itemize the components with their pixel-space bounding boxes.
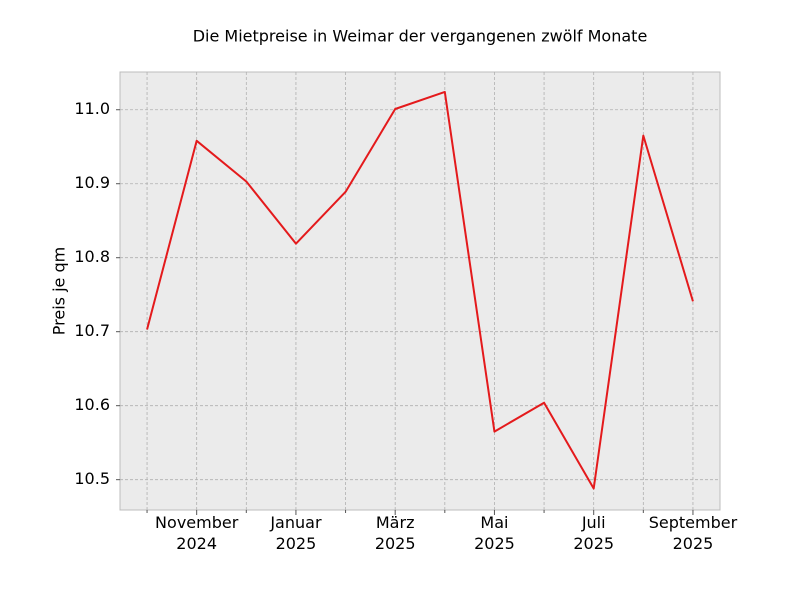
x-tick-label: November 2024 xyxy=(155,513,239,553)
x-tick-label: Mai 2025 xyxy=(474,513,515,553)
chart-title: Die Mietpreise in Weimar der vergangenen… xyxy=(193,27,648,46)
y-axis-label: Preis je qm xyxy=(50,247,69,335)
x-tick-label: Januar 2025 xyxy=(270,513,322,553)
x-tick-label: März 2025 xyxy=(374,513,416,553)
y-tick-label: 10.5 xyxy=(74,469,110,488)
plot-area xyxy=(119,71,721,511)
y-tick-label: 11.0 xyxy=(74,99,110,118)
y-tick-label: 10.7 xyxy=(74,321,110,340)
line-series xyxy=(146,90,694,490)
x-tick-label: September 2025 xyxy=(648,513,738,553)
y-tick-label: 10.6 xyxy=(74,395,110,414)
x-tick-label: Juli 2025 xyxy=(573,513,615,553)
y-tick-label: 10.9 xyxy=(74,173,110,192)
y-tick-label: 10.8 xyxy=(74,247,110,266)
